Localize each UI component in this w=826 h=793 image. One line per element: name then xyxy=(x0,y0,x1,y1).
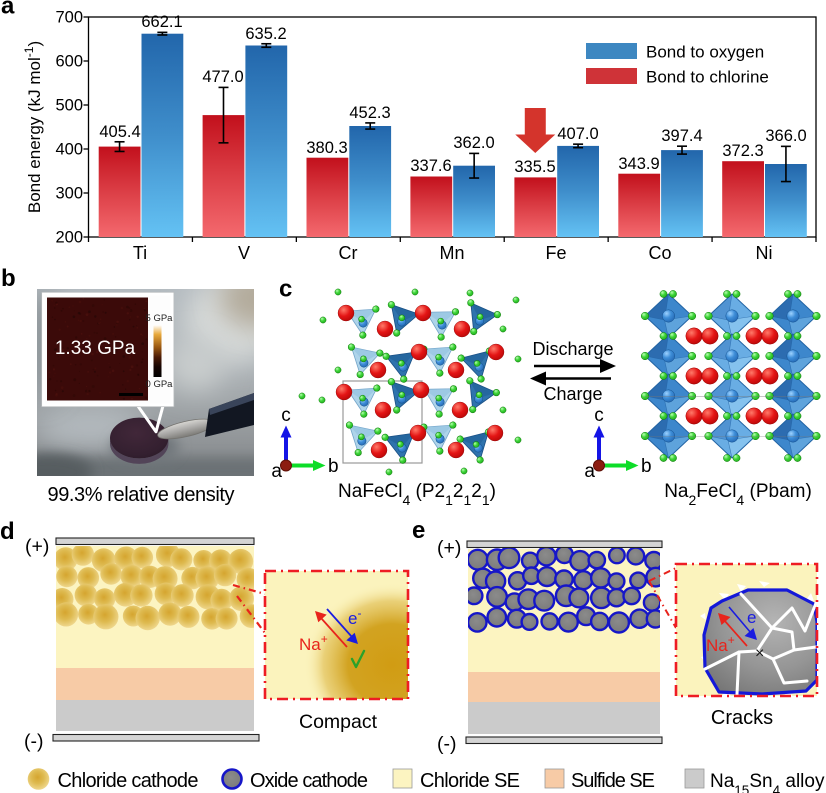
svg-text:a: a xyxy=(271,461,282,482)
svg-text:362.0: 362.0 xyxy=(453,134,494,152)
svg-text:0 GPa: 0 GPa xyxy=(146,379,174,390)
svg-text:477.0: 477.0 xyxy=(202,68,243,86)
svg-text:700: 700 xyxy=(55,9,83,27)
svg-text:Chloride SE: Chloride SE xyxy=(420,770,520,792)
svg-text:Na+: Na+ xyxy=(299,632,328,654)
svg-text:c: c xyxy=(279,276,292,303)
svg-text:Bond to oxygen: Bond to oxygen xyxy=(646,43,764,62)
svg-text:335.5: 335.5 xyxy=(514,158,555,176)
svg-text:Ni: Ni xyxy=(756,243,773,263)
svg-text:Sulfide SE: Sulfide SE xyxy=(571,770,655,792)
svg-text:600: 600 xyxy=(55,53,83,71)
svg-text:×: × xyxy=(755,645,764,662)
svg-text:Ti: Ti xyxy=(133,243,147,263)
svg-text:Bond to chlorine: Bond to chlorine xyxy=(646,68,769,87)
svg-text:380.3: 380.3 xyxy=(306,139,347,157)
svg-text:Compact: Compact xyxy=(299,711,378,733)
svg-text:Oxide cathode: Oxide cathode xyxy=(250,770,368,792)
svg-text:Bond energy (kJ mol-1): Bond energy (kJ mol-1) xyxy=(22,41,44,213)
svg-text:407.0: 407.0 xyxy=(557,125,598,143)
svg-text:d: d xyxy=(0,518,15,545)
svg-text:V: V xyxy=(238,243,250,263)
svg-text:a: a xyxy=(584,461,595,482)
svg-text:e: e xyxy=(412,517,425,544)
svg-text:405.4: 405.4 xyxy=(99,123,140,141)
svg-text:99.3% relative density: 99.3% relative density xyxy=(48,484,235,506)
svg-text:397.4: 397.4 xyxy=(661,127,702,145)
svg-text:Co: Co xyxy=(648,243,671,263)
svg-text:b: b xyxy=(641,456,652,477)
svg-text:Charge: Charge xyxy=(543,384,602,404)
svg-text:Cracks: Cracks xyxy=(711,707,773,729)
svg-text:b: b xyxy=(1,265,16,292)
svg-text:343.9: 343.9 xyxy=(618,155,659,173)
svg-text:Fe: Fe xyxy=(545,243,566,263)
svg-text:Na2FeCl4 (Pbam): Na2FeCl4 (Pbam) xyxy=(664,481,812,508)
svg-text:200: 200 xyxy=(55,229,83,247)
svg-text:(+): (+) xyxy=(25,536,49,558)
svg-text:Cr: Cr xyxy=(339,243,358,263)
svg-text:337.6: 337.6 xyxy=(410,157,451,175)
svg-text:e: e xyxy=(747,608,756,627)
svg-text:5 GPa: 5 GPa xyxy=(146,313,174,324)
svg-text:(-): (-) xyxy=(24,731,43,753)
svg-text:NaFeCl4 (P212121): NaFeCl4 (P212121) xyxy=(338,481,496,508)
svg-text:1.33 GPa: 1.33 GPa xyxy=(55,338,136,359)
svg-text:366.0: 366.0 xyxy=(765,127,806,145)
svg-text:b: b xyxy=(328,456,339,477)
svg-text:c: c xyxy=(594,405,604,426)
svg-text:Chloride cathode: Chloride cathode xyxy=(58,770,199,792)
svg-text:Discharge: Discharge xyxy=(532,339,613,359)
svg-text:Na+: Na+ xyxy=(706,633,735,655)
svg-text:(+): (+) xyxy=(437,537,461,559)
svg-text:(-): (-) xyxy=(437,733,456,755)
svg-text:Mn: Mn xyxy=(439,243,464,263)
svg-text:300: 300 xyxy=(55,185,83,203)
svg-text:372.3: 372.3 xyxy=(722,142,763,160)
svg-text:662.1: 662.1 xyxy=(141,13,182,31)
svg-text:a: a xyxy=(1,0,15,20)
svg-text:452.3: 452.3 xyxy=(349,104,390,122)
svg-text:c: c xyxy=(281,405,291,426)
svg-text:635.2: 635.2 xyxy=(245,25,286,43)
svg-text:500: 500 xyxy=(55,97,83,115)
svg-text:Na15Sn4 alloy: Na15Sn4 alloy xyxy=(710,771,825,793)
svg-text:400: 400 xyxy=(55,141,83,159)
